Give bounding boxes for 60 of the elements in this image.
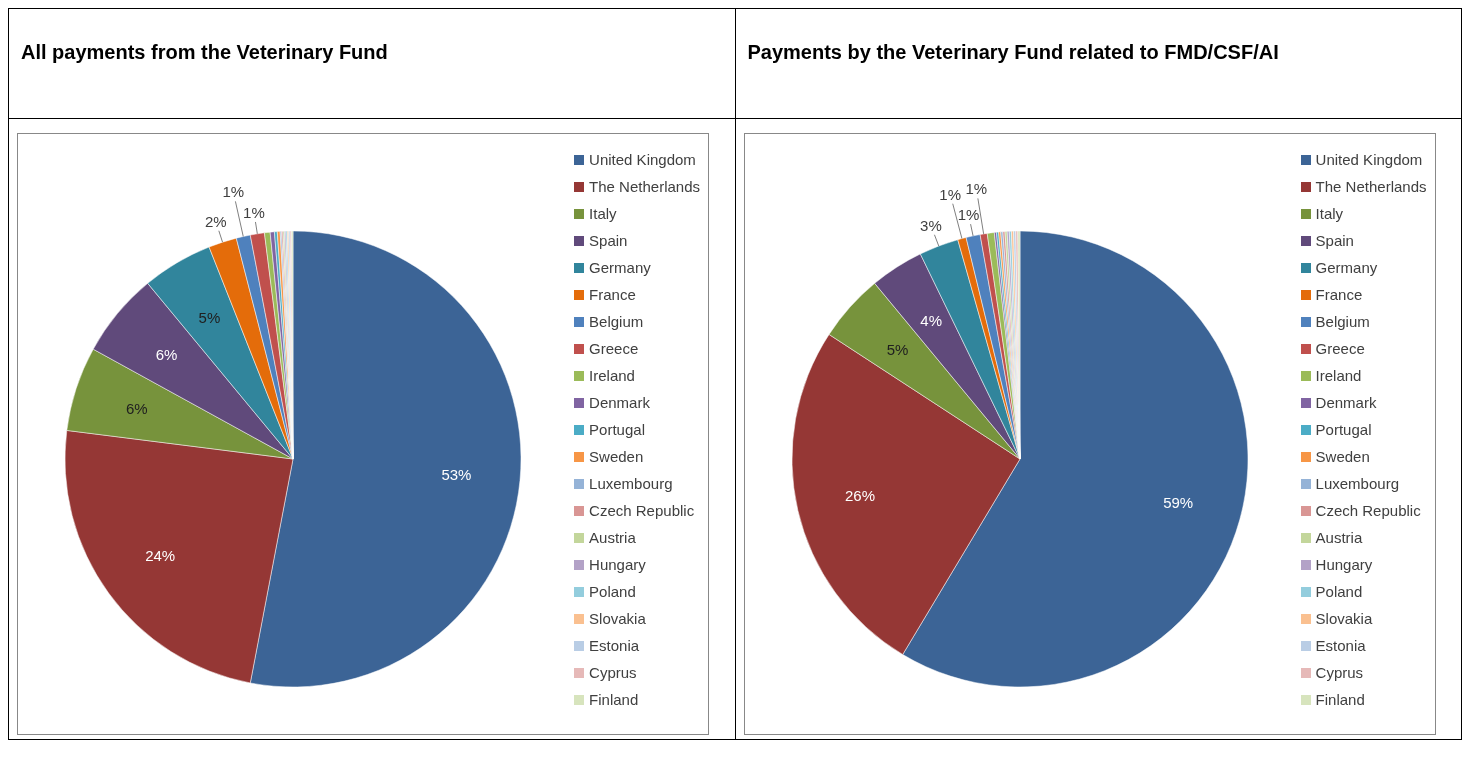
legend-label: Belgium [589, 312, 644, 332]
legend-label: Ireland [1315, 366, 1362, 386]
legend-label: Belgium [1315, 312, 1370, 332]
legend-label: Italy [589, 204, 617, 224]
data-label: 24% [145, 546, 176, 564]
data-label: 26% [844, 487, 875, 505]
data-label: 5% [198, 309, 221, 327]
data-label: 6% [155, 345, 178, 363]
legend-label: Spain [1315, 231, 1354, 251]
legend-label: United Kingdom [1315, 150, 1423, 170]
data-label: 1% [243, 203, 265, 221]
legend-label: France [1315, 285, 1363, 305]
legend-label: Estonia [1315, 636, 1366, 656]
legend-label: The Netherlands [589, 177, 700, 197]
legend-label: Czech Republic [589, 501, 695, 521]
legend-label: Finland [589, 690, 639, 710]
legend-label: Poland [589, 582, 636, 602]
data-label: 4% [919, 312, 942, 330]
legend-label: Cyprus [1315, 663, 1364, 683]
legend-label: Slovakia [589, 609, 646, 629]
data-label: 59% [1162, 494, 1193, 512]
legend-label: Italy [1315, 204, 1344, 224]
legend-label: Greece [589, 339, 639, 359]
legend-label: Germany [589, 258, 651, 278]
legend-label: United Kingdom [589, 150, 696, 170]
legend-label: Czech Republic [1315, 501, 1421, 521]
data-label: 1% [957, 205, 979, 223]
legend-label: Luxembourg [1315, 474, 1399, 494]
legend-label: Denmark [1315, 393, 1377, 413]
data-label: 6% [126, 399, 148, 417]
data-label: 2% [204, 212, 227, 230]
legend-label: Austria [589, 528, 636, 548]
legend-label: Greece [1315, 339, 1365, 359]
legend-label: Austria [1315, 528, 1363, 548]
legend-label: Luxembourg [589, 474, 673, 494]
legend-label: Cyprus [589, 663, 637, 683]
legend-label: Slovakia [1315, 609, 1373, 629]
legend-label: The Netherlands [1315, 177, 1427, 197]
data-label: 53% [441, 465, 472, 483]
data-label: 1% [222, 183, 245, 201]
legend-label: Germany [1315, 258, 1378, 278]
legend-label: France [589, 285, 636, 305]
chart-title: All payments from the Veterinary Fund [9, 9, 735, 119]
data-label: 5% [886, 341, 908, 359]
chart-title: Payments by the Veterinary Fund related to FMD/CSF/AI [735, 9, 1461, 119]
legend-label: Hungary [589, 555, 646, 575]
legend-label: Hungary [1315, 555, 1373, 575]
legend-label: Estonia [589, 636, 640, 656]
legend-label: Spain [589, 231, 628, 251]
legend-label: Poland [1315, 582, 1363, 602]
data-label: 1% [938, 185, 961, 203]
data-label: 3% [919, 216, 942, 234]
legend-label: Denmark [589, 393, 650, 413]
legend-label: Portugal [589, 420, 645, 440]
legend-label: Portugal [1315, 420, 1372, 440]
legend-label: Finland [1315, 690, 1365, 710]
legend-label: Sweden [1315, 447, 1370, 467]
legend-label: Sweden [589, 447, 644, 467]
data-label: 1% [964, 180, 987, 198]
legend-label: Ireland [589, 366, 635, 386]
